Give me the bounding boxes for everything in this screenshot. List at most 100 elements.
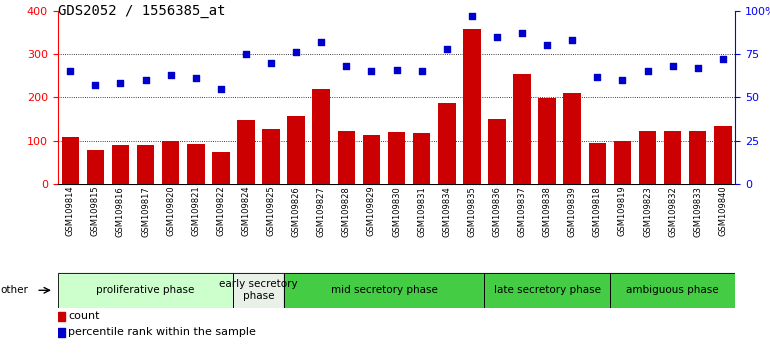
Text: GSM109825: GSM109825 (266, 186, 276, 236)
Text: GSM109837: GSM109837 (517, 186, 527, 237)
Bar (263, 129, 280, 184)
Point (215, 86, 227, 92)
Bar (162, 141, 179, 184)
Point (641, 69, 654, 74)
Point (616, 77, 628, 83)
Bar (337, 131, 355, 184)
Bar (438, 103, 456, 184)
Bar (212, 152, 229, 184)
Text: GSM109833: GSM109833 (693, 186, 702, 237)
Bar (233, 273, 283, 308)
Text: GSM109820: GSM109820 (166, 186, 176, 236)
Bar (639, 131, 656, 184)
Point (89, 82, 102, 88)
Bar (463, 29, 480, 184)
Text: GSM109819: GSM109819 (618, 186, 627, 236)
Text: GSM109840: GSM109840 (718, 186, 728, 236)
Text: proliferative phase: proliferative phase (96, 285, 195, 295)
Point (390, 67, 403, 73)
Bar (137, 145, 154, 184)
Point (541, 42, 554, 48)
Bar (283, 273, 484, 308)
Bar (484, 273, 610, 308)
Bar (388, 132, 405, 184)
Bar (413, 133, 430, 184)
Point (139, 77, 152, 83)
Bar (588, 143, 606, 184)
Point (490, 34, 503, 40)
Point (466, 13, 478, 19)
Text: GSM109830: GSM109830 (392, 186, 401, 236)
Point (591, 74, 604, 79)
Bar (689, 131, 707, 184)
Bar (313, 89, 330, 184)
Text: GSM109829: GSM109829 (367, 186, 376, 236)
Point (691, 65, 704, 71)
Bar (488, 119, 506, 184)
Bar (58, 312, 65, 321)
Text: GSM109816: GSM109816 (116, 186, 125, 236)
Text: GSM109821: GSM109821 (191, 186, 200, 236)
Text: GSM109823: GSM109823 (643, 186, 652, 236)
Bar (610, 273, 735, 308)
Point (416, 69, 428, 74)
Point (64, 69, 76, 74)
Text: mid secretory phase: mid secretory phase (330, 285, 437, 295)
Bar (62, 137, 79, 184)
Bar (564, 93, 581, 184)
Point (239, 51, 252, 57)
Point (189, 75, 202, 81)
Point (365, 69, 377, 74)
Point (315, 39, 327, 45)
Bar (664, 131, 681, 184)
Point (667, 63, 679, 69)
Bar (610, 273, 735, 308)
Bar (58, 273, 233, 308)
Text: GSM109838: GSM109838 (543, 186, 551, 237)
Text: GSM109824: GSM109824 (242, 186, 250, 236)
Point (340, 63, 353, 69)
Text: GSM109828: GSM109828 (342, 186, 351, 236)
Bar (484, 273, 610, 308)
Bar (514, 74, 531, 184)
Bar (187, 144, 205, 184)
Text: GSM109822: GSM109822 (216, 186, 226, 236)
Bar (58, 328, 65, 337)
Text: GSM109826: GSM109826 (292, 186, 300, 236)
Point (566, 37, 578, 43)
Text: GDS2052 / 1556385_at: GDS2052 / 1556385_at (58, 4, 226, 18)
Bar (233, 273, 283, 308)
Bar (112, 145, 129, 184)
Text: GSM109834: GSM109834 (442, 186, 451, 236)
Text: GSM109835: GSM109835 (467, 186, 477, 236)
Text: GSM109814: GSM109814 (65, 186, 75, 236)
Text: early secretory
phase: early secretory phase (219, 279, 298, 301)
Bar (714, 126, 732, 184)
Bar (363, 135, 380, 184)
Text: count: count (68, 311, 99, 321)
Bar (283, 273, 484, 308)
Text: GSM109831: GSM109831 (417, 186, 426, 236)
Text: other: other (0, 285, 28, 295)
Bar (287, 116, 305, 184)
Bar (86, 150, 104, 184)
Text: GSM109839: GSM109839 (567, 186, 577, 236)
Text: GSM109827: GSM109827 (316, 186, 326, 236)
Text: GSM109832: GSM109832 (668, 186, 677, 236)
Bar (58, 273, 233, 308)
Bar (538, 98, 556, 184)
Text: GSM109815: GSM109815 (91, 186, 100, 236)
Text: late secretory phase: late secretory phase (494, 285, 601, 295)
Point (290, 50, 303, 55)
Text: GSM109836: GSM109836 (493, 186, 501, 237)
Point (516, 30, 528, 36)
Text: percentile rank within the sample: percentile rank within the sample (68, 327, 256, 337)
Text: ambiguous phase: ambiguous phase (626, 285, 719, 295)
Bar (237, 120, 255, 184)
Point (440, 46, 453, 52)
Point (265, 60, 277, 65)
Point (717, 56, 729, 62)
Text: GSM109818: GSM109818 (593, 186, 602, 236)
Text: GSM109817: GSM109817 (141, 186, 150, 236)
Point (114, 81, 126, 86)
